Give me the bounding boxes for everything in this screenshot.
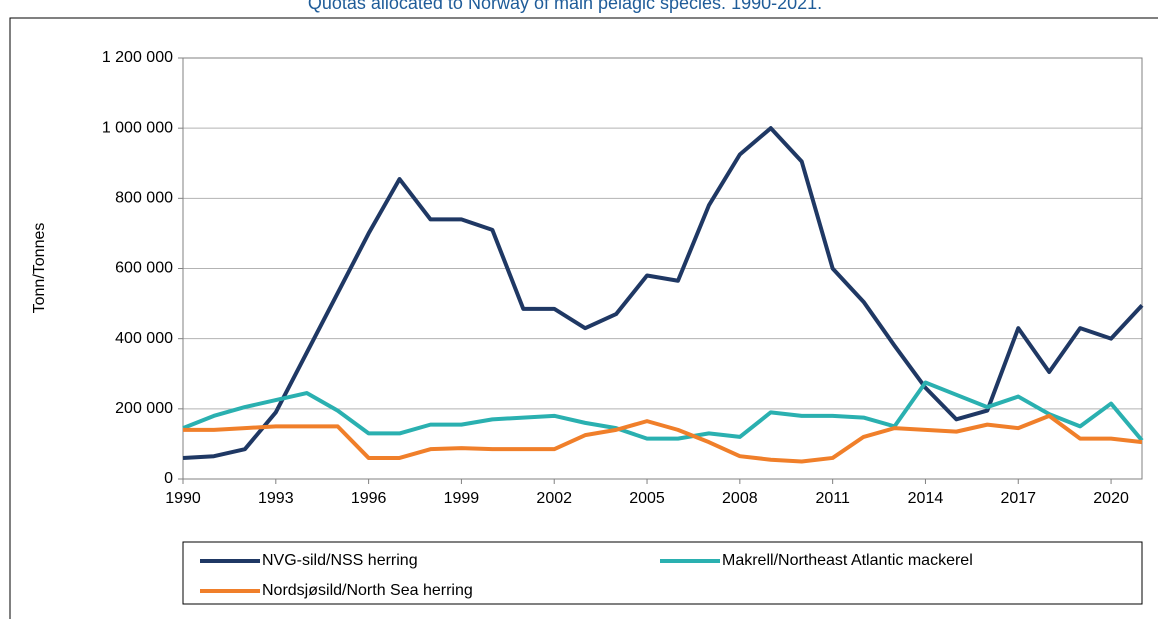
x-tick-label: 2020 — [1093, 490, 1129, 507]
legend-label: NVG-sild/NSS herring — [262, 552, 418, 569]
y-tick-label: 400 000 — [115, 330, 173, 347]
y-tick-label: 1 000 000 — [102, 119, 173, 136]
y-tick-label: 200 000 — [115, 400, 173, 417]
legend-frame — [182, 541, 1143, 605]
legend-label: Nordsjøsild/North Sea herring — [262, 582, 473, 599]
x-tick-label: 1996 — [351, 490, 387, 507]
x-tick-label: 2014 — [908, 490, 944, 507]
y-tick-label: 0 — [164, 470, 173, 487]
chart-frame — [9, 17, 1158, 619]
y-tick-label: 600 000 — [115, 260, 173, 277]
y-axis-label: Tonn/Tonnes — [31, 223, 48, 314]
x-tick-label: 2002 — [536, 490, 572, 507]
x-tick-label: 2017 — [1000, 490, 1036, 507]
x-tick-label: 1990 — [165, 490, 201, 507]
x-tick-label: 2008 — [722, 490, 758, 507]
y-tick-label: 800 000 — [115, 190, 173, 207]
legend-label: Makrell/Northeast Atlantic mackerel — [722, 552, 973, 569]
series-line — [182, 380, 1144, 442]
chart-title: Quotas allocated to Norway of main pelag… — [308, 0, 822, 13]
plot-frame — [182, 57, 1143, 480]
y-tick-label: 1 200 000 — [102, 49, 173, 66]
x-tick-label: 1999 — [444, 490, 480, 507]
x-tick-label: 1993 — [258, 490, 294, 507]
series-line — [182, 126, 1144, 460]
series-line — [183, 413, 1143, 464]
x-tick-label: 2011 — [815, 490, 850, 507]
x-tick-label: 2005 — [629, 490, 665, 507]
